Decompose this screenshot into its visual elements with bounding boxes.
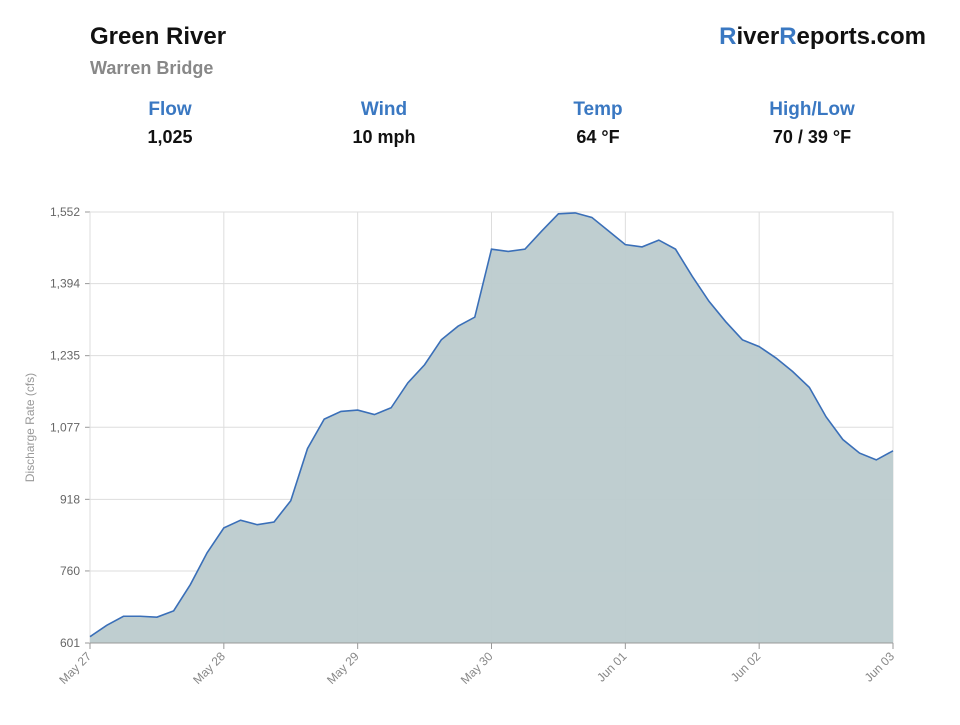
stat-label: Wind	[361, 99, 407, 120]
y-tick-label: 1,394	[50, 277, 80, 291]
area-fill	[90, 212, 893, 643]
station-subtitle: Warren Bridge	[90, 58, 213, 78]
y-tick-label: 601	[60, 636, 80, 650]
x-tick-label: Jun 02	[728, 649, 764, 685]
y-axis-label: Discharge Rate (cfs)	[23, 373, 37, 482]
x-tick-label: Jun 01	[594, 649, 630, 685]
x-tick-label: May 29	[324, 649, 362, 687]
stat-value: 1,025	[147, 127, 192, 147]
stat-value: 70 / 39 °F	[773, 127, 851, 147]
stat-value: 64 °F	[576, 127, 619, 147]
stat-label: High/Low	[769, 99, 855, 120]
y-tick-label: 760	[60, 564, 80, 578]
x-tick-label: May 27	[56, 649, 94, 687]
y-tick-label: 1,235	[50, 349, 80, 363]
x-tick-label: May 30	[458, 649, 496, 687]
stat-label: Flow	[148, 99, 191, 120]
y-tick-label: 1,552	[50, 205, 80, 219]
river-title: Green River	[90, 23, 226, 50]
stat-label: Temp	[573, 99, 622, 120]
x-tick-label: Jun 03	[862, 649, 898, 685]
y-tick-label: 1,077	[50, 420, 80, 434]
brand[interactable]: RiverReports.com	[719, 23, 926, 50]
flow-line	[89, 212, 894, 638]
x-tick-label: May 28	[190, 649, 228, 687]
stat-value: 10 mph	[352, 127, 415, 147]
y-tick-label: 918	[60, 492, 80, 506]
